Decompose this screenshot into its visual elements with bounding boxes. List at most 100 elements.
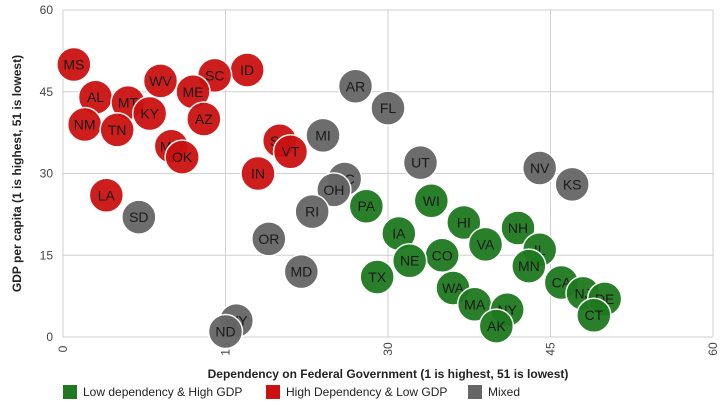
- bubble-ak: AK: [478, 308, 515, 344]
- y-tick-label: 15: [40, 248, 54, 262]
- bubble-label: CO: [432, 247, 453, 263]
- bubble-nv: NV: [521, 150, 558, 186]
- bubble-oh: OH: [316, 172, 352, 208]
- bubble-ri: RI: [294, 193, 330, 230]
- bubble-ct: CT: [576, 297, 612, 333]
- bubble-ks: KS: [554, 166, 590, 203]
- bubble-label: IN: [251, 166, 265, 182]
- bubble-label: OK: [172, 149, 193, 165]
- y-tick-label: 30: [40, 167, 54, 181]
- bubble-nd: ND: [207, 313, 244, 350]
- bubble-label: AL: [87, 89, 104, 105]
- bubble-label: NM: [74, 116, 96, 132]
- bubble-ok: OK: [164, 139, 200, 175]
- bubble-circle: [207, 313, 244, 350]
- bubble-label: FL: [380, 100, 397, 116]
- bubble-circle: [413, 183, 450, 219]
- bubble-ne: NE: [391, 242, 428, 279]
- bubble-la: LA: [88, 177, 125, 214]
- bubble-label: TX: [368, 269, 387, 285]
- bubble-label: WI: [423, 193, 440, 209]
- bubble-label: OR: [258, 231, 279, 247]
- bubble-label: PA: [358, 198, 376, 214]
- bubble-label: LA: [98, 187, 116, 203]
- bubble-circle: [99, 112, 135, 148]
- bubble-tn: TN: [99, 112, 135, 148]
- bubble-circle: [142, 63, 179, 99]
- bubble-mi: MI: [305, 117, 341, 154]
- y-tick-label: 0: [46, 330, 53, 344]
- bubble-label: ID: [240, 62, 254, 78]
- x-tick-label: 60: [706, 342, 720, 356]
- bubble-label: AK: [487, 318, 506, 334]
- y-axis-ticks: 0 15 30 45 60: [40, 3, 54, 344]
- y-tick-label: 60: [40, 3, 54, 17]
- bubble-or: OR: [251, 221, 287, 257]
- bubble-circle: [359, 259, 395, 295]
- bubble-ia: IA: [381, 215, 417, 252]
- bubble-circle: [500, 210, 536, 246]
- bubble-pa: PA: [348, 188, 385, 224]
- bubble-vt: VT: [272, 133, 309, 170]
- bubble-va: VA: [467, 226, 504, 263]
- bubble-label: WV: [149, 73, 172, 89]
- bubble-label: SD: [129, 209, 148, 225]
- bubble-circle: [251, 221, 287, 257]
- bubble-circle: [283, 253, 320, 290]
- bubble-ma: MA: [456, 286, 493, 323]
- bubble-label: RI: [305, 204, 319, 220]
- y-axis-title: GDP per capita (1 is highest, 51 is lowe…: [10, 55, 24, 292]
- legend-swatch: [266, 385, 280, 399]
- bubble-label: WA: [442, 280, 465, 296]
- bubble-mn: MN: [511, 248, 547, 284]
- bubble-circle: [272, 133, 309, 170]
- legend-label: Mixed: [488, 385, 520, 399]
- bubble-co: CO: [424, 237, 460, 273]
- bubble-nm: NM: [66, 106, 103, 143]
- bubble-label: NE: [400, 253, 419, 269]
- bubble-label: IA: [392, 225, 406, 241]
- bubble-label: NV: [530, 160, 550, 176]
- bubble-circle: [294, 193, 330, 230]
- bubble-circle: [164, 139, 200, 175]
- bubble-hi: HI: [446, 204, 482, 241]
- bubble-label: AZ: [195, 111, 213, 127]
- legend-label: High Dependency & Low GDP: [286, 385, 447, 399]
- legend-swatch: [468, 385, 482, 399]
- bubble-circle: [511, 248, 547, 284]
- bubble-label: MI: [315, 127, 331, 143]
- bubble-circle: [348, 188, 385, 224]
- bubble-label: OH: [323, 182, 344, 198]
- legend-item: Low dependency & High GDP: [63, 385, 242, 399]
- bubble-circle: [370, 90, 406, 126]
- bubble-in: IN: [240, 155, 276, 192]
- bubble-circle: [521, 150, 558, 186]
- bubble-circle: [467, 226, 504, 263]
- bubble-fl: FL: [370, 90, 406, 126]
- bubble-ar: AR: [337, 68, 374, 105]
- legend: Low dependency & High GDP High Dependency…: [63, 385, 520, 399]
- bubble-az: AZ: [186, 101, 222, 137]
- x-tick-label: 0: [56, 345, 70, 352]
- bubble-circle: [478, 308, 515, 344]
- bubble-label: MN: [518, 258, 540, 274]
- bubble-label: AR: [346, 78, 365, 94]
- bubble-nh: NH: [500, 210, 536, 246]
- bubble-sd: SD: [121, 199, 157, 235]
- bubble-label: MS: [63, 57, 84, 73]
- bubble-wi: WI: [413, 183, 450, 219]
- x-tick-label: 45: [544, 342, 558, 356]
- bubble-id: ID: [229, 52, 265, 88]
- bubble-circle: [186, 101, 222, 137]
- bubble-label: VA: [477, 236, 495, 252]
- bubble-md: MD: [283, 253, 320, 290]
- bubble-circle: [391, 242, 428, 279]
- bubble-circle: [240, 155, 276, 192]
- bubble-label: KY: [140, 106, 159, 122]
- bubble-circle: [316, 172, 352, 208]
- legend-item: Mixed: [468, 385, 520, 399]
- bubble-circle: [305, 117, 341, 154]
